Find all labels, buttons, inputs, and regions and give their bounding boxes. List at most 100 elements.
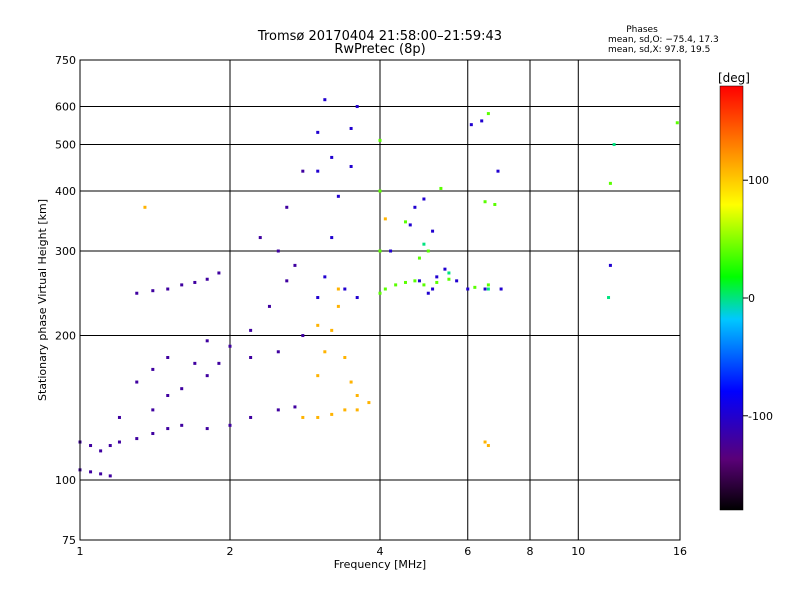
- data-point: [496, 169, 500, 173]
- chart-subtitle: RwPretec (8p): [334, 42, 425, 57]
- x-tick-label: 1: [77, 545, 84, 558]
- data-point: [408, 223, 412, 227]
- data-point: [301, 334, 305, 338]
- y-tick-label: 500: [55, 139, 76, 152]
- data-point: [413, 279, 417, 283]
- data-point: [431, 229, 435, 233]
- data-point: [316, 323, 320, 327]
- data-point: [349, 164, 353, 168]
- data-point: [422, 242, 426, 246]
- y-tick-label: 75: [62, 534, 76, 547]
- data-point: [349, 126, 353, 130]
- y-tick-label: 300: [55, 245, 76, 258]
- data-point: [193, 361, 197, 365]
- plot-frame: [79, 59, 681, 541]
- data-point: [330, 155, 334, 159]
- chart-title: Tromsø 20170404 21:58:00–21:59:43: [257, 29, 502, 44]
- data-point: [180, 423, 184, 427]
- data-points: [78, 98, 679, 478]
- colorbar-tick-label: 0: [748, 292, 755, 305]
- data-point: [89, 444, 93, 448]
- data-point: [205, 374, 209, 378]
- data-point: [443, 267, 447, 271]
- data-point: [135, 291, 139, 295]
- data-point: [323, 98, 327, 102]
- data-point: [330, 412, 334, 416]
- data-point: [355, 408, 359, 412]
- data-point: [217, 361, 221, 365]
- colorbar-ticks: 100 0 -100: [743, 174, 773, 423]
- x-tick-label: 6: [464, 545, 471, 558]
- data-point: [343, 408, 347, 412]
- data-point: [447, 271, 451, 275]
- data-point: [480, 119, 484, 123]
- data-point: [499, 287, 503, 291]
- data-point: [383, 217, 387, 221]
- data-point: [323, 275, 327, 279]
- data-point: [330, 236, 334, 240]
- data-point: [166, 427, 170, 431]
- data-point: [285, 279, 289, 283]
- data-point: [431, 287, 435, 291]
- colorbar-tick-label: -100: [748, 410, 773, 423]
- data-point: [316, 169, 320, 173]
- data-point: [486, 287, 490, 291]
- data-point: [228, 344, 232, 348]
- data-point: [166, 355, 170, 359]
- data-point: [493, 202, 497, 206]
- data-point: [413, 205, 417, 209]
- data-point: [483, 287, 487, 291]
- data-point: [455, 279, 459, 283]
- data-point: [403, 280, 407, 284]
- data-point: [447, 277, 451, 281]
- data-point: [249, 415, 253, 419]
- data-point: [383, 287, 387, 291]
- data-point: [466, 287, 470, 291]
- data-point: [108, 444, 112, 448]
- data-point: [151, 367, 155, 371]
- phases-x-stats: mean, sd,X: 97.8, 19.5: [608, 45, 710, 55]
- data-point: [217, 271, 221, 275]
- data-point: [439, 186, 443, 190]
- y-tick-labels: 75 100 200 300 400 500 600 750: [55, 54, 76, 547]
- data-point: [422, 283, 426, 287]
- data-point: [205, 427, 209, 431]
- phases-o-stats: mean, sd,O: −75.4, 17.3: [608, 35, 719, 45]
- data-point: [336, 194, 340, 198]
- data-point: [323, 350, 327, 354]
- data-point: [330, 328, 334, 332]
- data-point: [355, 296, 359, 300]
- data-point: [378, 291, 382, 295]
- data-point: [89, 470, 93, 474]
- data-point: [316, 374, 320, 378]
- y-tick-label: 600: [55, 101, 76, 114]
- data-point: [483, 200, 487, 204]
- data-point: [608, 263, 612, 267]
- data-point: [378, 249, 382, 253]
- data-point: [426, 291, 430, 295]
- data-point: [180, 283, 184, 287]
- data-point: [608, 181, 612, 185]
- data-point: [435, 280, 439, 284]
- data-point: [417, 279, 421, 283]
- data-point: [378, 189, 382, 193]
- data-point: [258, 236, 262, 240]
- data-point: [426, 249, 430, 253]
- data-point: [205, 277, 209, 281]
- data-point: [108, 474, 112, 478]
- data-point: [180, 387, 184, 391]
- colorbar-label: [deg]: [718, 71, 750, 85]
- data-point: [293, 405, 297, 409]
- data-point: [99, 449, 103, 453]
- x-axis-label: Frequency [MHz]: [334, 558, 426, 571]
- data-point: [435, 275, 439, 279]
- x-tick-label: 2: [227, 545, 234, 558]
- x-tick-label: 4: [377, 545, 384, 558]
- data-point: [336, 304, 340, 308]
- data-point: [367, 401, 371, 405]
- data-point: [151, 289, 155, 293]
- data-point: [285, 205, 289, 209]
- data-point: [276, 408, 280, 412]
- data-point: [301, 415, 305, 419]
